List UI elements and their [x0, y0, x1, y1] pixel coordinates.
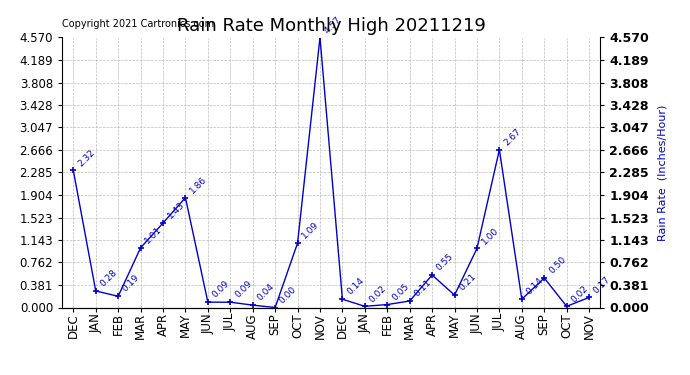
Text: 0.21: 0.21 [457, 272, 477, 293]
Text: 0.09: 0.09 [233, 279, 253, 300]
Text: 0.50: 0.50 [547, 255, 567, 276]
Text: 0.17: 0.17 [592, 274, 612, 295]
Text: 0.55: 0.55 [435, 252, 455, 273]
Text: 0.02: 0.02 [569, 284, 590, 304]
Text: 2.67: 2.67 [502, 127, 522, 147]
Text: 0.11: 0.11 [413, 278, 433, 298]
Text: 0.28: 0.28 [99, 268, 119, 289]
Text: 1.01: 1.01 [144, 225, 164, 246]
Text: 0.05: 0.05 [390, 282, 411, 302]
Text: Copyright 2021 Cartronics.com: Copyright 2021 Cartronics.com [62, 19, 214, 28]
Text: 0.09: 0.09 [210, 279, 231, 300]
Text: 0.02: 0.02 [368, 284, 388, 304]
Text: 0.14: 0.14 [345, 276, 366, 297]
Text: 1.86: 1.86 [188, 175, 208, 195]
Y-axis label: Rain Rate  (Inches/Hour): Rain Rate (Inches/Hour) [658, 104, 667, 241]
Text: 1.43: 1.43 [166, 200, 186, 220]
Text: 4.57: 4.57 [323, 15, 343, 35]
Text: 0.04: 0.04 [255, 282, 276, 303]
Text: 0.00: 0.00 [278, 285, 298, 305]
Text: 1.00: 1.00 [480, 225, 500, 246]
Text: 1.09: 1.09 [300, 220, 321, 241]
Text: 0.19: 0.19 [121, 273, 141, 294]
Title: Rain Rate Monthly High 20211219: Rain Rate Monthly High 20211219 [177, 16, 486, 34]
Text: 2.32: 2.32 [76, 148, 97, 168]
Text: 0.14: 0.14 [524, 276, 545, 297]
